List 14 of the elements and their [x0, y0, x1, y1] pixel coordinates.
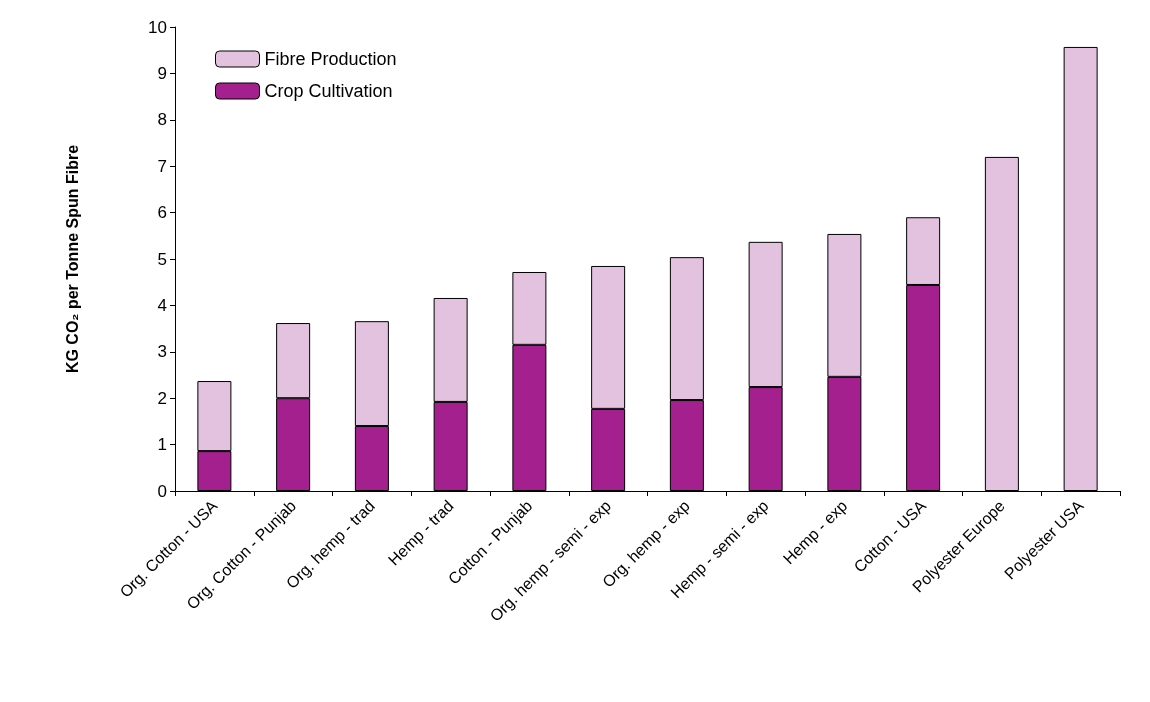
- legend-label: Crop Cultivation: [264, 81, 393, 101]
- y-tick-label: 4: [157, 295, 167, 315]
- y-tick-label: 3: [157, 342, 167, 362]
- y-tick-label: 9: [157, 63, 167, 83]
- y-tick-label: 5: [157, 249, 167, 269]
- y-tick-label: 6: [157, 203, 167, 223]
- legend-label: Fibre Production: [264, 49, 397, 69]
- y-tick-label: 2: [157, 388, 167, 408]
- y-tick-label: 0: [157, 481, 167, 501]
- y-tick-label: 7: [157, 156, 167, 176]
- y-tick-label: 8: [157, 110, 167, 130]
- y-tick-label: 1: [157, 435, 167, 455]
- y-tick-label: 10: [148, 17, 167, 37]
- y-axis-title: KG CO₂ per Tonne Spun Fibre: [63, 144, 81, 374]
